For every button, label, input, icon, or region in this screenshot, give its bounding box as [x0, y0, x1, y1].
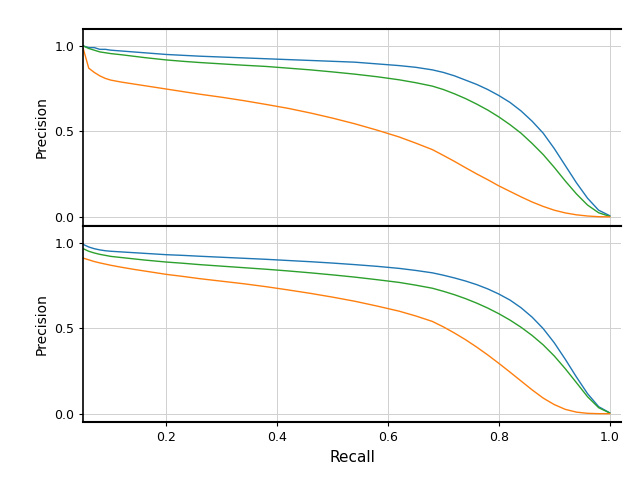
Y-axis label: Precision: Precision — [35, 293, 49, 355]
Y-axis label: Precision: Precision — [35, 96, 49, 158]
X-axis label: Recall: Recall — [329, 450, 375, 465]
